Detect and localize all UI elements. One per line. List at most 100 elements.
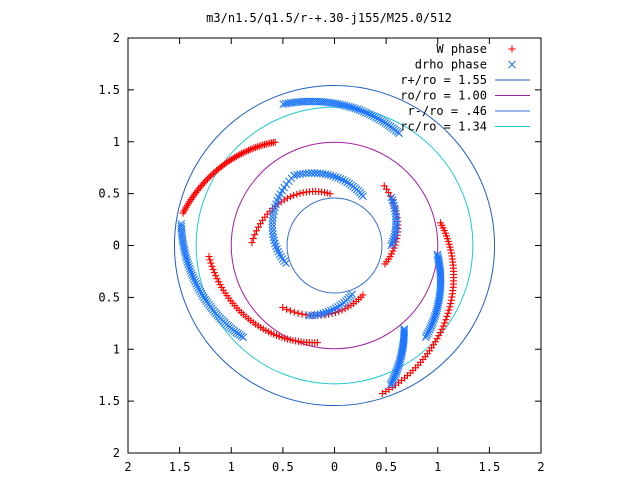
marker-stroke	[399, 337, 408, 346]
marker-stroke	[364, 109, 372, 118]
series-point	[208, 262, 216, 270]
marker-stroke	[268, 217, 277, 226]
series-point	[342, 102, 351, 110]
marker-stroke	[333, 303, 342, 311]
y-tick-label: 1	[113, 342, 120, 356]
series-point	[294, 309, 302, 317]
marker-stroke	[386, 381, 395, 389]
series-point	[296, 189, 304, 197]
series-point	[199, 180, 207, 188]
marker-stroke	[181, 248, 189, 257]
series-point	[248, 145, 256, 153]
series-point	[441, 319, 449, 327]
series-point	[333, 303, 342, 311]
series-point	[436, 271, 445, 280]
marker-stroke	[389, 235, 398, 243]
series-point	[331, 304, 340, 313]
marker-stroke	[338, 176, 347, 184]
marker-stroke	[324, 307, 333, 316]
series-point	[179, 241, 188, 250]
marker-stroke	[191, 277, 200, 286]
y-tick-label: 0.5	[98, 290, 120, 304]
series-point	[366, 110, 374, 119]
series-point	[253, 143, 261, 151]
circle-5	[195, 106, 474, 385]
marker-stroke	[189, 273, 198, 282]
series-point	[424, 327, 433, 336]
series-point	[324, 307, 333, 316]
series-point	[431, 338, 439, 346]
series-point	[271, 239, 279, 248]
series-point	[185, 264, 194, 273]
y-tick-label: 1.5	[98, 394, 120, 408]
series-point	[241, 148, 249, 156]
marker-stroke	[272, 242, 280, 251]
marker-stroke	[371, 113, 380, 122]
series-point	[191, 190, 199, 198]
series-point	[243, 147, 251, 155]
series-point	[283, 194, 291, 202]
series-point	[206, 172, 214, 180]
series-point	[421, 333, 430, 342]
y-tick-label: 0.5	[98, 187, 120, 201]
marker-stroke	[185, 262, 193, 271]
marker-stroke	[180, 244, 188, 252]
series-point	[196, 287, 205, 296]
series-point	[435, 332, 443, 340]
legend-label: rc/ro = 1.34	[400, 120, 487, 134]
x-tick-label: 1	[228, 460, 235, 474]
marker-stroke	[389, 199, 398, 207]
series-point	[344, 102, 353, 111]
series-point	[181, 251, 190, 260]
x-tick-label: 0.5	[375, 460, 397, 474]
marker-stroke	[340, 101, 349, 110]
axis-ticks: 2 1.5 1 0.5 0 0.5 1 1.5 221.510.500.511.52	[98, 31, 544, 474]
series-point	[255, 142, 263, 150]
series-point	[190, 275, 199, 284]
series-point	[189, 273, 198, 282]
x-tick-label: 2	[537, 460, 544, 474]
series-point	[425, 325, 434, 334]
series-point	[269, 233, 278, 242]
marker-stroke	[426, 323, 435, 332]
marker-stroke	[387, 193, 396, 202]
marker-stroke	[311, 311, 319, 319]
series-point	[195, 285, 204, 294]
series-point	[246, 146, 254, 154]
series-point	[248, 239, 256, 247]
marker-stroke	[185, 264, 194, 273]
series-point	[216, 281, 224, 289]
marker-stroke	[361, 108, 370, 117]
marker-stroke	[305, 311, 313, 320]
series-point	[286, 307, 294, 315]
series-point	[202, 177, 210, 185]
marker-stroke	[299, 169, 307, 178]
series-point	[428, 320, 436, 328]
marker-stroke	[279, 100, 288, 109]
series-point	[436, 328, 444, 336]
chart-title: m3/n1.5/q1.5/r-+.30-j155/M25.0/512	[206, 11, 452, 25]
series-point	[185, 262, 193, 271]
marker-stroke	[368, 111, 376, 120]
series-point	[338, 176, 347, 184]
marker-stroke	[293, 170, 302, 179]
series-point	[327, 306, 335, 315]
series-point	[334, 173, 343, 182]
marker-stroke	[351, 104, 360, 113]
series-point	[272, 242, 280, 251]
y-tick-label: 0	[113, 239, 120, 253]
marker-stroke	[329, 305, 338, 314]
marker-stroke	[344, 102, 353, 111]
series-point	[357, 106, 366, 115]
series-point	[369, 112, 378, 121]
legend-marker	[508, 45, 516, 53]
marker-stroke	[436, 275, 445, 284]
marker-stroke	[273, 245, 281, 253]
circle-3	[230, 141, 439, 350]
marker-stroke	[388, 196, 397, 205]
series-point	[375, 115, 384, 124]
series-point	[215, 278, 223, 286]
marker-stroke	[366, 110, 374, 119]
series-point	[209, 265, 217, 273]
series-point	[310, 169, 319, 177]
